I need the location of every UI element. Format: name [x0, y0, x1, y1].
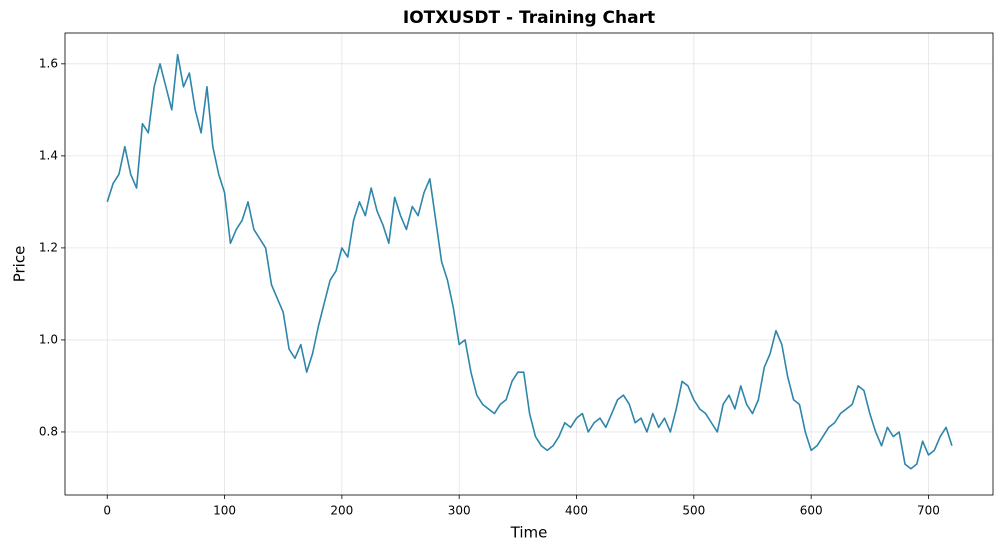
x-tick-label: 300 — [448, 504, 471, 518]
x-axis-label: Time — [510, 524, 548, 542]
plot-frame — [64, 32, 994, 496]
y-tick-label: 1.6 — [39, 56, 58, 70]
y-tick-label: 1.0 — [39, 332, 58, 346]
y-axis-label: Price — [11, 246, 29, 283]
x-tick-label: 500 — [682, 504, 705, 518]
y-tick-label: 0.8 — [39, 424, 58, 438]
y-tick-label: 1.4 — [39, 148, 58, 162]
x-tick-label: 0 — [103, 504, 111, 518]
x-tick-label: 700 — [917, 504, 940, 518]
y-tick-label: 1.2 — [39, 240, 58, 254]
x-tick-label: 400 — [565, 504, 588, 518]
x-tick-label: 600 — [800, 504, 823, 518]
price-line — [106, 53, 953, 470]
x-tick-label: 100 — [213, 504, 236, 518]
chart-title: IOTXUSDT - Training Chart — [403, 8, 655, 28]
x-tick-label: 200 — [330, 504, 353, 518]
